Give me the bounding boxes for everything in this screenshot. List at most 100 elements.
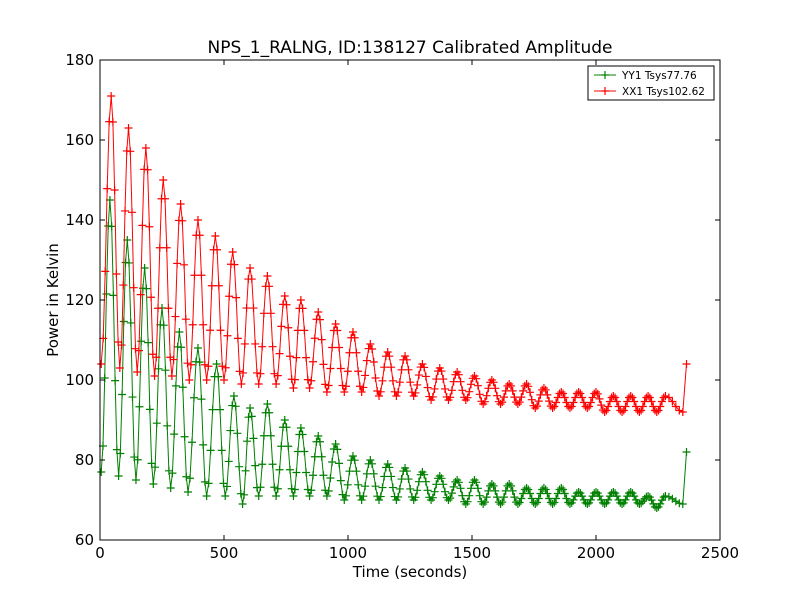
data-point-marker (110, 185, 119, 194)
data-point-marker (475, 491, 484, 500)
data-point-marker (235, 462, 244, 471)
data-point-marker (136, 290, 145, 299)
data-point-marker (241, 466, 250, 475)
data-point-marker (200, 477, 209, 486)
data-point-marker (193, 344, 202, 352)
data-point-marker (440, 384, 449, 393)
data-point-marker (357, 496, 366, 504)
data-point-marker (621, 495, 630, 504)
data-point-marker (338, 490, 347, 499)
data-point-marker (637, 499, 646, 508)
data-point-marker (309, 471, 318, 480)
data-point-marker (661, 392, 670, 400)
data-point-marker (324, 381, 333, 390)
data-point-marker (444, 496, 453, 504)
data-point-marker (296, 424, 305, 432)
data-point-marker (324, 487, 333, 496)
data-point-marker (354, 480, 363, 489)
data-point-marker (532, 402, 541, 411)
data-point-marker (154, 364, 163, 373)
data-point-marker (336, 476, 345, 485)
data-point-marker (628, 393, 637, 402)
data-point-marker (664, 492, 673, 501)
data-point-marker (465, 387, 474, 396)
series-xx1-tsys102-62 (97, 92, 691, 416)
data-point-marker (447, 386, 456, 395)
data-point-marker (319, 360, 328, 369)
data-point-marker (298, 304, 307, 313)
data-point-marker (147, 293, 156, 302)
data-point-marker (545, 494, 554, 503)
data-point-marker (307, 486, 316, 495)
data-point-marker (309, 357, 318, 366)
data-point-marker (656, 499, 665, 508)
data-point-marker (193, 216, 202, 224)
data-point-marker (204, 479, 213, 488)
data-point-marker (406, 378, 415, 387)
data-point-marker (142, 284, 151, 293)
data-point-marker (265, 408, 274, 417)
data-point-marker (526, 388, 535, 397)
data-point-marker (352, 467, 361, 476)
data-point-marker (197, 395, 206, 404)
data-point-marker (343, 367, 352, 376)
data-point-marker (333, 445, 342, 454)
data-point-marker (258, 460, 267, 469)
data-point-marker (190, 271, 199, 280)
data-point-marker (394, 388, 403, 397)
data-point-marker (609, 488, 618, 496)
data-point-marker (167, 372, 176, 380)
data-point-marker (513, 500, 522, 508)
legend-label: YY1 Tsys77.76 (621, 70, 697, 82)
data-point-marker (249, 304, 258, 313)
data-point-marker (508, 386, 517, 395)
data-point-marker (585, 402, 594, 411)
data-point-marker (473, 484, 482, 493)
data-point-marker (107, 92, 116, 100)
data-point-marker (171, 381, 180, 390)
data-point-marker (108, 117, 117, 126)
data-point-marker (465, 491, 474, 500)
data-point-marker (654, 406, 663, 415)
data-point-marker (310, 334, 319, 343)
data-point-marker (188, 438, 197, 447)
data-point-marker (265, 282, 274, 291)
data-point-marker (602, 406, 611, 415)
data-point-marker (138, 221, 147, 230)
data-point-marker (315, 315, 324, 324)
data-point-marker (657, 397, 666, 406)
data-point-marker (609, 392, 618, 400)
data-point-marker (472, 374, 481, 383)
data-point-marker (430, 487, 439, 496)
data-point-marker (263, 272, 272, 280)
data-point-marker (482, 493, 491, 502)
data-point-marker (112, 445, 121, 454)
data-point-marker (652, 504, 661, 512)
data-point-marker (545, 397, 554, 406)
data-point-marker (401, 352, 410, 360)
data-point-marker (290, 375, 299, 384)
data-point-marker (652, 408, 661, 416)
data-point-marker (266, 431, 275, 440)
data-point-marker (240, 490, 249, 499)
x-axis-label: Time (seconds) (352, 563, 468, 581)
data-point-marker (499, 493, 508, 502)
data-point-marker (180, 432, 189, 441)
data-point-marker (496, 400, 505, 408)
data-point-marker (322, 492, 331, 500)
y-tick-label: 100 (65, 371, 94, 389)
data-point-marker (513, 400, 522, 408)
data-point-marker (213, 245, 222, 254)
data-point-marker (305, 384, 314, 392)
data-point-marker (395, 378, 404, 387)
data-point-marker (446, 393, 455, 402)
data-point-marker (402, 355, 411, 364)
data-point-marker (366, 340, 375, 348)
data-point-marker (357, 388, 366, 396)
data-point-marker (225, 292, 234, 301)
legend-swatch-marker (601, 71, 609, 79)
data-point-marker (254, 380, 263, 388)
data-point-marker (647, 496, 656, 505)
data-point-marker (644, 392, 653, 400)
data-point-marker (275, 465, 284, 474)
